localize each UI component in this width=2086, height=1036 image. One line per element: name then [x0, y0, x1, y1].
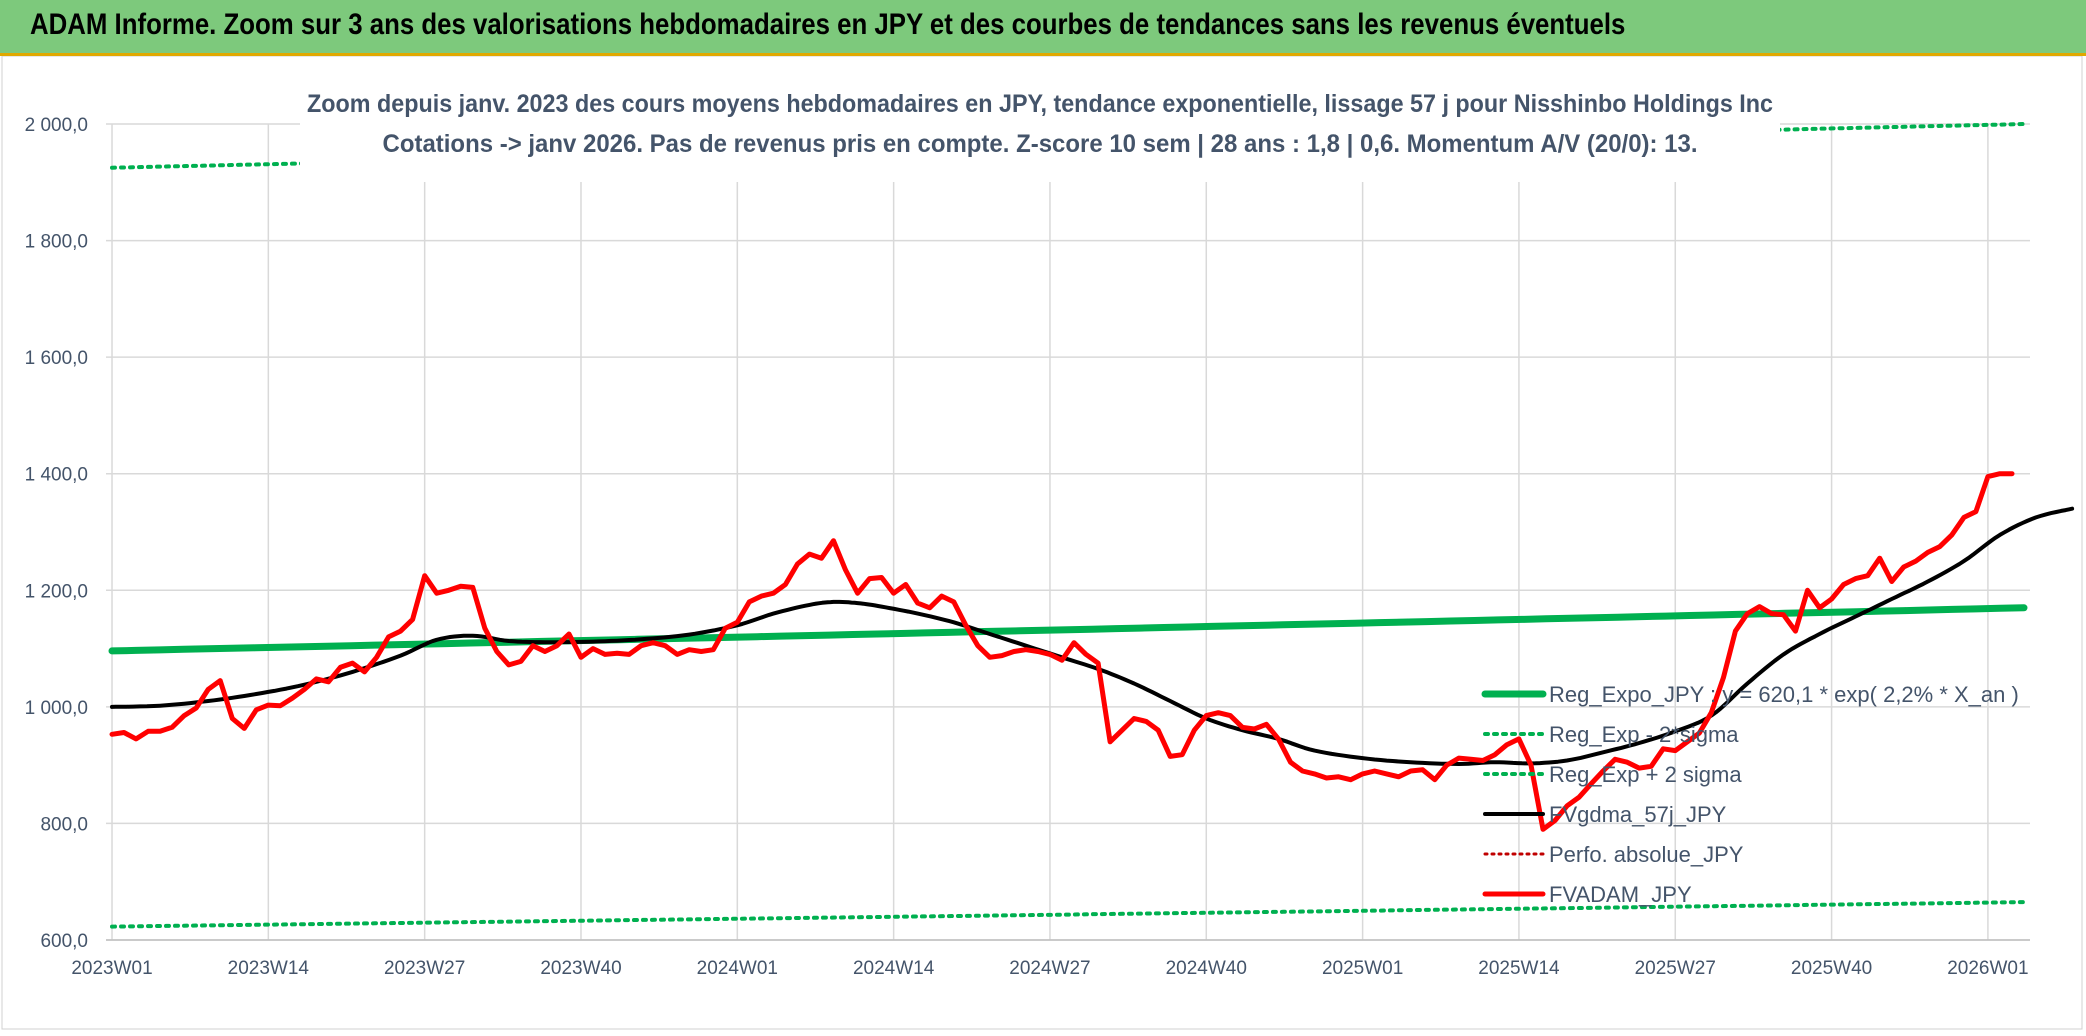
y-tick-label: 1 600,0	[25, 348, 88, 369]
legend-entry-label: Perfo. absolue_JPY	[1549, 842, 1744, 867]
legend-entry-label: FVgdma_57j_JPY	[1549, 802, 1727, 827]
x-tick-label: 2023W01	[71, 958, 152, 979]
chart-frame: 600,0 800,0 1 000,0 1 200,0 1 400,0 1 600,0 1 …	[0, 55, 2086, 1031]
x-tick-label: 2023W40	[540, 958, 621, 979]
x-tick-label: 2024W27	[1009, 958, 1090, 979]
y-tick-label: 2 000,0	[25, 115, 88, 136]
x-tick-label: 2025W40	[1791, 958, 1872, 979]
y-tick-label: 1 800,0	[25, 232, 88, 253]
x-tick-label: 2024W14	[853, 958, 935, 979]
x-tick-label: 2025W14	[1478, 958, 1560, 979]
fvadam-line	[109, 471, 2015, 832]
x-tick-label: 2023W27	[384, 958, 465, 979]
line-chart: 600,0 800,0 1 000,0 1 200,0 1 400,0 1 600,0 1 …	[1, 55, 2083, 1030]
x-tick-label: 2026W01	[1947, 958, 2028, 979]
report-title: ADAM Informe. Zoom sur 3 ans des valoris…	[30, 8, 1626, 41]
x-tick-label: 2024W01	[697, 958, 778, 979]
legend-entry-label: Reg_Exp - 2*sigma	[1549, 722, 1739, 747]
y-tick-label: 800,0	[40, 814, 88, 835]
legend-entry-label: FVADAM_JPY	[1549, 882, 1692, 907]
legend-entry-label: Reg_Expo_JPY : y = 620,1 * exp( 2,2% * X…	[1549, 682, 2019, 707]
reg-exp-minus-2sigma-line	[110, 900, 2026, 929]
x-tick-label: 2023W14	[228, 958, 310, 979]
y-tick-label: 1 400,0	[25, 465, 88, 486]
x-tick-label: 2024W40	[1166, 958, 1247, 979]
y-tick-label: 600,0	[40, 931, 88, 952]
x-tick-label: 2025W27	[1635, 958, 1716, 979]
chart-subtitle: Cotations -> janv 2026. Pas de revenus p…	[383, 130, 1698, 158]
chart-title-block: Zoom depuis janv. 2023 des cours moyens …	[300, 72, 1780, 182]
x-axis: 2023W01 2023W14 2023W27 2023W40 2024W01 2024W…	[71, 939, 2030, 979]
legend: Reg_Expo_JPY : y = 620,1 * exp( 2,2% * X…	[1481, 682, 2019, 907]
legend-entry-label: Reg_Exp + 2 sigma	[1549, 762, 1742, 787]
y-tick-label: 1 200,0	[25, 581, 88, 602]
y-tick-label: 1 000,0	[25, 698, 88, 719]
y-axis: 600,0 800,0 1 000,0 1 200,0 1 400,0 1 600,0 1 …	[25, 115, 88, 952]
x-tick-label: 2025W01	[1322, 958, 1403, 979]
chart-title: Zoom depuis janv. 2023 des cours moyens …	[307, 90, 1773, 118]
chart-background	[1, 55, 2083, 1030]
chart-title-backdrop	[300, 72, 1780, 182]
gridlines	[106, 123, 2030, 941]
report-banner: ADAM Informe. Zoom sur 3 ans des valoris…	[0, 0, 2086, 56]
